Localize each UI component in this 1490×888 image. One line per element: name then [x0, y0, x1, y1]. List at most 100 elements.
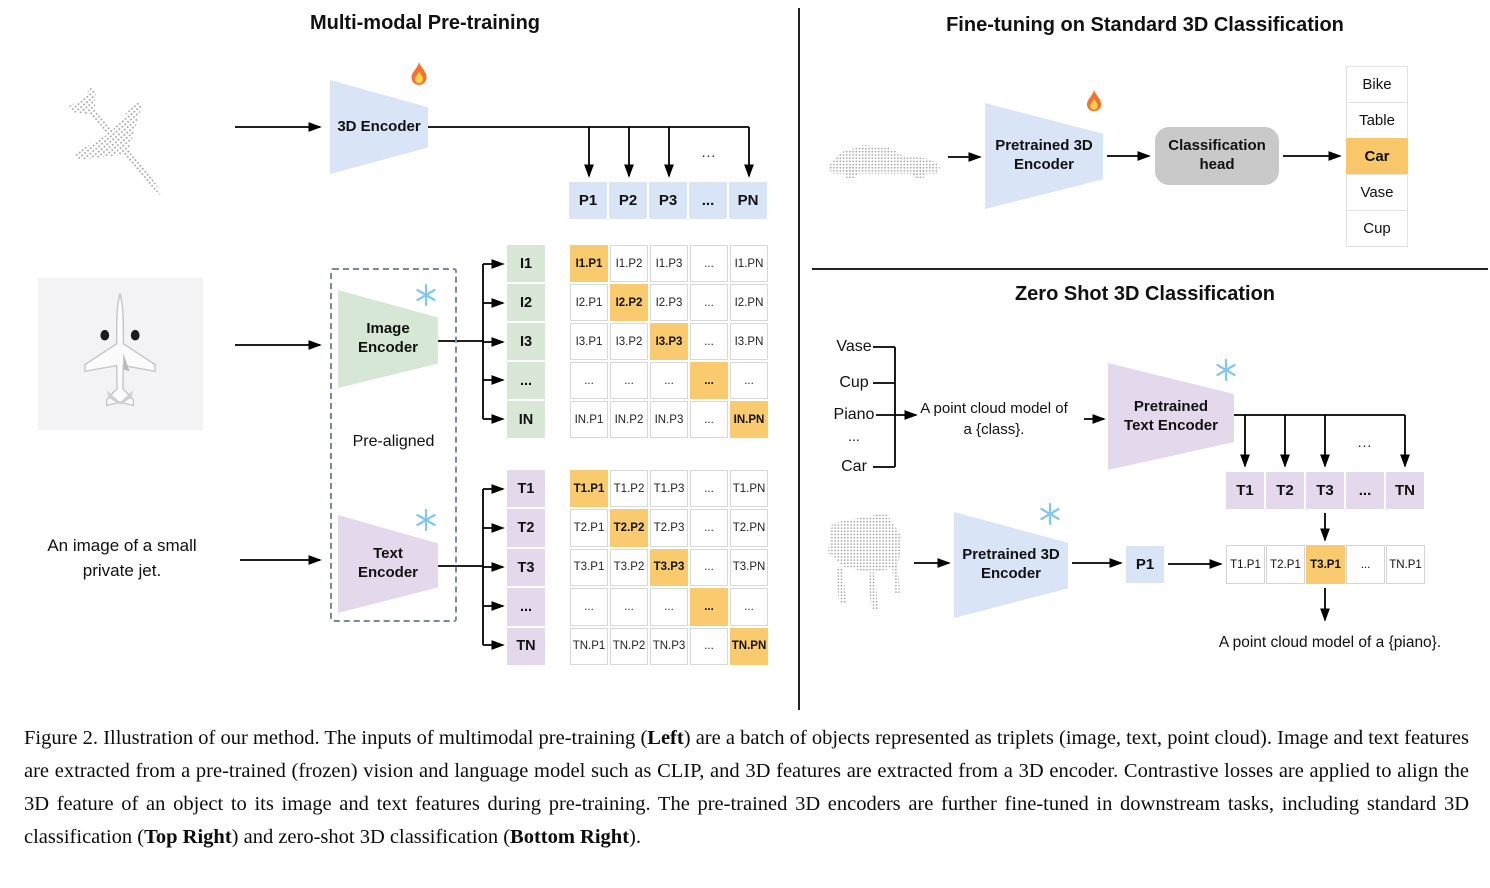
image-feature-cell: I3 [507, 323, 545, 360]
matrix-cell: ... [690, 548, 728, 587]
matrix-cell: T1.P3 [650, 470, 688, 508]
prompt-text: A point cloud model of a {class}. [920, 398, 1068, 440]
classification-head: Classification head [1155, 127, 1279, 185]
image-similarity-matrix: I1.P1 I1.P2 I1.P3... I1.PN I2.P1 I2.P2 I2.P3..… [570, 245, 768, 438]
snowflake-icon [416, 508, 436, 532]
matrix-cell: IN.P2 [610, 401, 648, 438]
piano-point-cloud [828, 513, 902, 609]
p-feature-cell: PN [729, 182, 767, 219]
prompt-template: A point cloud model of a {class}. [908, 398, 1080, 440]
image-encoder-label: Image Encoder [357, 320, 418, 356]
matrix-cell: I1.PN [730, 245, 768, 282]
matrix-cell: TN.P2 [610, 627, 648, 665]
matrix-cell: ... [570, 588, 608, 626]
caption-bold-bottom-right: Bottom Right [510, 826, 630, 848]
finetune-class-list: Bike Table Car Vase Cup [1346, 66, 1408, 247]
t-feature-cell: T3 [1306, 472, 1344, 509]
matrix-cell: ... [690, 362, 728, 399]
matrix-cell: T3.P2 [610, 548, 648, 587]
fire-icon [411, 61, 427, 85]
matrix-cell: ... [650, 588, 688, 626]
similarity-cell: TN.P1 [1386, 545, 1425, 584]
matrix-cell: I3.PN [730, 323, 768, 360]
matrix-cell: T2.P1 [570, 509, 608, 547]
matrix-cell: I2.P3 [650, 284, 688, 321]
matrix-cell: TN.P3 [650, 627, 688, 665]
airplane-image [38, 278, 203, 430]
zeroshot-t-row: T1 T2 T3... TN [1226, 472, 1424, 509]
matrix-cell: IN.P1 [570, 401, 608, 438]
vertical-panel-divider [798, 8, 800, 710]
zeroshot-class-cup: Cup [839, 374, 869, 391]
horizontal-panel-divider [812, 268, 1488, 270]
image-feature-cell: I1 [507, 245, 545, 282]
matrix-cell: IN.PN [730, 401, 768, 438]
text-encoder-label: Text Encoder [357, 545, 418, 581]
matrix-cell: ... [690, 627, 728, 665]
matrix-cell: TN.P1 [570, 627, 608, 665]
caption-text: ) are a batch of objects represented as … [24, 727, 1469, 848]
figure-caption: Figure 2. Illustration of our method. Th… [24, 722, 1469, 854]
matrix-cell: I1.P2 [610, 245, 648, 282]
matrix-cell: IN.P3 [650, 401, 688, 438]
matrix-cell: ... [690, 509, 728, 547]
zeroshot-encoder-label: Pretrained 3D Encoder [962, 546, 1060, 582]
p-feature-cell: P1 [569, 182, 607, 219]
image-feature-cell: ... [507, 362, 545, 399]
snowflake-icon [1216, 358, 1236, 382]
encoder-3d: 3D Encoder [330, 80, 428, 174]
class-list-item: Table [1346, 102, 1408, 139]
similarity-cell: T3.P1 [1306, 545, 1345, 584]
prompt-line1: A point cloud model of [920, 400, 1068, 417]
p-feature-cell: ... [689, 182, 727, 219]
finetune-title: Fine-tuning on Standard 3D Classificatio… [946, 14, 1344, 36]
finetune-encoder-label: Pretrained 3D Encoder [995, 137, 1093, 173]
text-feature-cell: T3 [507, 548, 545, 587]
p-feature-row: P1 P2 P3... PN [569, 182, 767, 219]
finetune-pretrained-3d-encoder: Pretrained 3D Encoder [985, 103, 1103, 209]
t-feature-cell: ... [1346, 472, 1384, 509]
text-feature-cell: ... [507, 588, 545, 626]
matrix-cell: ... [690, 323, 728, 360]
similarity-cell: ... [1346, 545, 1385, 584]
t-branch-ellipsis: ... [1357, 434, 1373, 450]
caption-text: ). [629, 826, 641, 848]
matrix-cell: I1.P1 [570, 245, 608, 282]
t-feature-cell: T1 [1226, 472, 1264, 509]
image-feature-cell: IN [507, 401, 545, 438]
matrix-cell: T2.PN [730, 509, 768, 547]
caption-text: Figure 2. Illustration of our method. Th… [24, 727, 648, 749]
matrix-cell: ... [690, 588, 728, 626]
matrix-cell: ... [610, 362, 648, 399]
zeroshot-pretrained-3d-encoder: Pretrained 3D Encoder [954, 512, 1068, 618]
matrix-cell: I2.PN [730, 284, 768, 321]
zeroshot-similarity-row: T1.P1 T2.P1 T3.P1... TN.P1 [1226, 545, 1425, 584]
zeroshot-title: Zero Shot 3D Classification [1014, 283, 1276, 305]
caption-text: ) and zero-shot 3D classification ( [231, 826, 511, 848]
matrix-cell: ... [730, 362, 768, 399]
class-list-item: Vase [1346, 174, 1408, 211]
matrix-cell: T3.PN [730, 548, 768, 587]
p1-feature-box: P1 [1126, 546, 1164, 583]
prealigned-label: Pre-aligned [352, 433, 435, 450]
pretraining-title: Multi-modal Pre-training [310, 12, 540, 34]
input-text-description: An image of a small private jet. [47, 536, 197, 580]
zeroshot-class-ellipsis: ... [848, 428, 860, 444]
matrix-cell: TN.PN [730, 627, 768, 665]
caption-bold-top-right: Top Right [144, 826, 232, 848]
text-feature-cell: TN [507, 627, 545, 666]
prompt-line2: a {class}. [963, 421, 1025, 438]
similarity-cell: T2.P1 [1266, 545, 1305, 584]
matrix-cell: T1.P2 [610, 470, 648, 508]
classification-head-label: Classification head [1168, 137, 1266, 173]
text-feature-cell: T1 [507, 470, 545, 508]
matrix-cell: T1.PN [730, 470, 768, 508]
matrix-cell: ... [690, 245, 728, 282]
t-feature-cell: TN [1386, 472, 1424, 509]
p-feature-cell: P3 [649, 182, 687, 219]
matrix-cell: ... [690, 284, 728, 321]
class-list-item: Car [1346, 138, 1408, 175]
encoder-3d-label: 3D Encoder [337, 117, 421, 135]
zeroshot-text-encoder-label: Pretrained Text Encoder [1124, 397, 1218, 434]
